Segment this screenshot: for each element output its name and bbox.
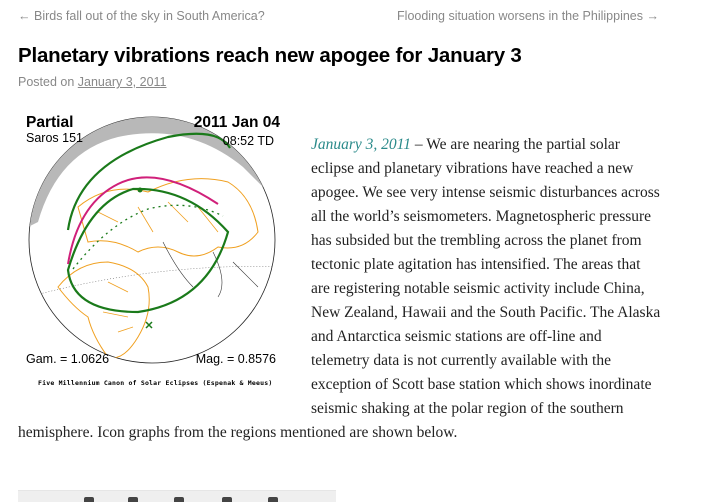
globe-map-image: [28, 116, 276, 364]
previous-post-label: Birds fall out of the sky in South Ameri…: [33, 9, 265, 23]
post-title: Planetary vibrations reach new apogee fo…: [18, 44, 522, 67]
next-post-label: Flooding situation worsens in the Philip…: [397, 9, 644, 23]
dateline-dash: –: [411, 136, 427, 153]
magnitude-label: Mag. = 0.8576: [195, 352, 276, 366]
dateline: January 3, 2011: [311, 136, 412, 153]
graph-thumbnail-icon[interactable]: [84, 497, 94, 502]
article-text: We are nearing the partial solar eclipse…: [18, 136, 661, 441]
figure-credit: Five Millennium Canon of Solar Eclipses …: [38, 379, 273, 387]
eclipse-type-label: Partial: [26, 114, 74, 131]
icon-graphs-strip: [18, 490, 336, 502]
eclipse-date-label: 2011 Jan 04: [193, 114, 280, 131]
graph-thumbnail-icon[interactable]: [268, 497, 278, 502]
right-arrow-icon: →: [646, 9, 660, 23]
post-meta: Posted on January 3, 2011: [18, 75, 167, 89]
article-paragraph: January 3, 2011 – We are nearing the par…: [18, 133, 663, 445]
graph-thumbnail-icon[interactable]: [174, 497, 184, 502]
graph-thumbnail-icon[interactable]: [222, 497, 232, 502]
post-navigation: ← Birds fall out of the sky in South Ame…: [18, 9, 659, 27]
eclipse-map-figure: Partial Saros 151 2011 Jan 04 08:52 TD G…: [18, 112, 288, 397]
figure-float-spacer: [18, 133, 311, 399]
gamma-label: Gam. = 1.0626: [26, 352, 110, 366]
graph-thumbnail-icon[interactable]: [128, 497, 138, 502]
posted-on-label: Posted on: [18, 75, 75, 89]
article-body: January 3, 2011 – We are nearing the par…: [18, 133, 663, 445]
saros-label: Saros 151: [26, 131, 83, 145]
previous-post-link[interactable]: ← Birds fall out of the sky in South Ame…: [18, 9, 265, 23]
eclipse-time-label: 08:52 TD: [222, 134, 274, 148]
next-post-link[interactable]: Flooding situation worsens in the Philip…: [397, 9, 659, 23]
post-date-link[interactable]: January 3, 2011: [77, 75, 167, 89]
left-arrow-icon: ←: [18, 9, 31, 23]
